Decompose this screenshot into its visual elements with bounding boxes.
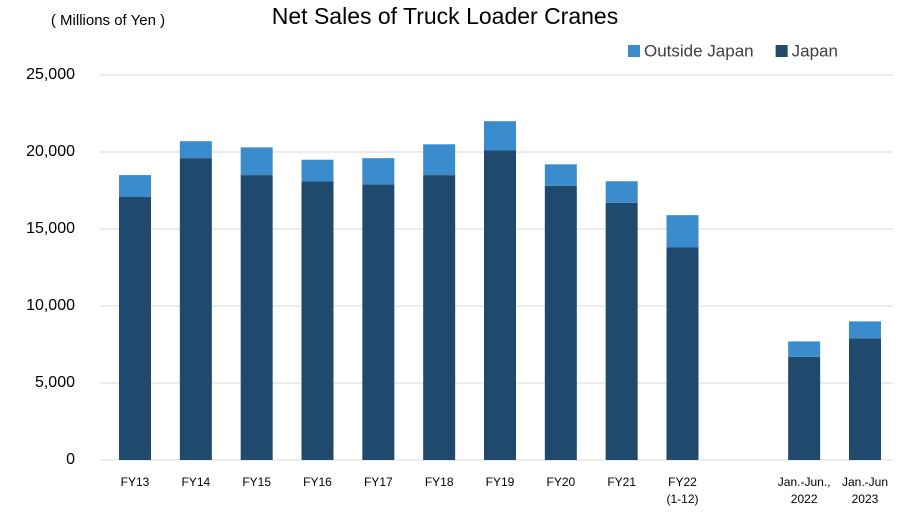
bar-segment: [848, 338, 881, 460]
bar-segment: [484, 150, 516, 460]
x-tick-label-line: FY15: [242, 475, 271, 489]
bar-segment: [544, 185, 577, 460]
y-tick-label: 20,000: [26, 143, 75, 160]
x-tick-label: FY15: [242, 475, 271, 489]
x-tick-label: FY13: [121, 475, 150, 489]
bar-segment: [544, 164, 577, 186]
x-tick-label: FY18: [425, 475, 454, 489]
legend-swatch: [775, 45, 788, 57]
bar-segment: [119, 196, 152, 460]
x-tick-label: FY21: [607, 475, 636, 489]
bar-segment: [240, 147, 273, 176]
x-tick-label-line: FY22: [668, 475, 697, 489]
bar-segment: [848, 321, 881, 339]
x-tick-label-line: FY17: [364, 475, 393, 489]
x-tick-label: FY20: [546, 475, 575, 489]
bar-segment: [666, 215, 699, 248]
x-tick-label: Jan.-Jun 2023: [842, 475, 888, 506]
bar-segment: [362, 158, 395, 185]
x-tick-label: FY19: [486, 475, 515, 489]
bar-segment: [605, 181, 638, 203]
x-tick-label-line: FY21: [607, 475, 636, 489]
y-tick-label: 10,000: [26, 297, 75, 314]
x-tick-label-line: (1-12): [666, 492, 698, 506]
bar-segment: [240, 175, 273, 460]
bar-segment: [301, 159, 334, 182]
bar-segment: [423, 144, 456, 176]
y-tick-label: 5,000: [35, 374, 75, 391]
bar-segment: [484, 121, 516, 151]
y-tick-label: 25,000: [26, 66, 75, 83]
bar-segment: [179, 158, 212, 460]
y-tick-label: 0: [66, 451, 75, 468]
bar-segment: [788, 341, 821, 357]
legend-label: Japan: [792, 41, 838, 60]
x-tick-label: FY16: [303, 475, 332, 489]
unit-label: ( Millions of Yen ): [51, 12, 165, 29]
legend-swatch: [628, 45, 640, 57]
bar-segment: [666, 247, 699, 460]
x-tick-label-line: FY13: [121, 475, 150, 489]
bar-segment: [119, 175, 152, 197]
y-tick-label: 15,000: [26, 220, 75, 237]
x-tick-label: FY17: [364, 475, 393, 489]
chart-title: Net Sales of Truck Loader Cranes: [272, 3, 618, 29]
x-tick-label-line: 2023: [852, 492, 879, 506]
legend-label: Outside Japan: [644, 41, 754, 60]
x-tick-label-line: FY18: [425, 475, 454, 489]
bar-segment: [788, 356, 821, 460]
bar-segment: [301, 181, 334, 460]
x-tick-label-line: Jan.-Jun.,: [778, 475, 831, 489]
bar-segment: [605, 202, 638, 460]
x-tick-label: FY22 (1-12): [666, 475, 698, 506]
bar-segment: [362, 184, 395, 460]
x-tick-label-line: FY16: [303, 475, 332, 489]
bar-segment: [179, 141, 212, 159]
x-tick-label-line: FY19: [486, 475, 515, 489]
x-tick-label: FY14: [182, 475, 211, 489]
x-tick-label: Jan.-Jun., 2022: [778, 475, 831, 506]
x-tick-label-line: Jan.-Jun: [842, 475, 888, 489]
x-tick-label-line: 2022: [791, 492, 818, 506]
bar-segment: [423, 175, 456, 460]
x-tick-label-line: FY14: [182, 475, 211, 489]
x-tick-label-line: FY20: [546, 475, 575, 489]
